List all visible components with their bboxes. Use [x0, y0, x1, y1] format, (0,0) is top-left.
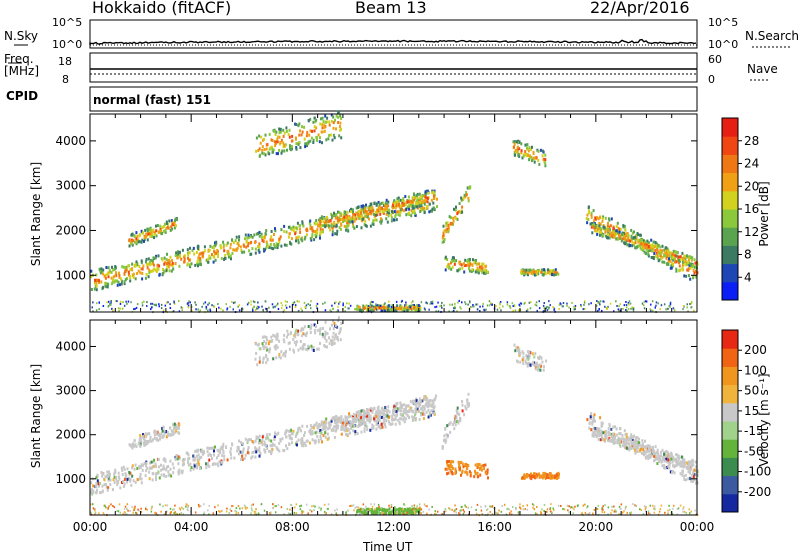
noise-panel-frame	[90, 20, 697, 48]
range-time-plot: 1000 2000 3000 4000 1000 2000 3000 4000 00:00 04:…	[0, 0, 800, 554]
velocity-colorbar-swatch	[722, 385, 738, 404]
velocity-ylabel: Slant Range [km]	[29, 364, 43, 468]
power-colorbar-swatch	[722, 173, 738, 192]
xtick-label: 00:00	[680, 520, 715, 534]
velocity-colorbar-tick-label: 200	[744, 343, 767, 357]
velocity-colorbar-swatch	[722, 457, 738, 476]
vel-ytick-label: 2000	[55, 428, 86, 442]
velocity-colorbar-swatch	[722, 366, 738, 385]
velocity-colorbar-swatch	[722, 330, 738, 349]
velocity-echoes	[90, 316, 699, 516]
power-colorbar-swatch	[722, 191, 738, 210]
power-echoes	[90, 110, 699, 313]
velocity-colorbar-swatch	[722, 421, 738, 440]
power-colorbar-tick-label: 8	[744, 248, 752, 262]
freq-panel-frame	[90, 53, 697, 82]
cpid-panel-frame	[90, 87, 697, 111]
power-colorbar-tick-label: 28	[744, 134, 759, 148]
xtick-label: 12:00	[376, 520, 411, 534]
power-colorbar-swatch	[722, 264, 738, 283]
xtick-label: 08:00	[275, 520, 310, 534]
power-colorbar-tick-label: 4	[744, 270, 752, 284]
velocity-colorbar-tick-label: -200	[744, 485, 771, 499]
power-colorbar-swatch	[722, 245, 738, 264]
velocity-colorbar-swatch	[722, 494, 738, 513]
power-colorbar-label: Power [dB]	[757, 181, 771, 246]
velocity-colorbar-swatch	[722, 403, 738, 422]
velocity-colorbar-swatch	[722, 348, 738, 367]
xtick-label: 00:00	[73, 520, 108, 534]
vel-ytick-label: 3000	[55, 384, 86, 398]
power-ytick-label: 2000	[55, 223, 86, 237]
power-colorbar-swatch	[722, 282, 738, 301]
power-ytick-label: 4000	[55, 134, 86, 148]
power-ytick-label: 1000	[55, 268, 86, 282]
xlabel: Time UT	[363, 540, 412, 554]
velocity-colorbar-swatch	[722, 476, 738, 495]
xtick-label: 20:00	[579, 520, 614, 534]
power-colorbar-swatch	[722, 136, 738, 155]
vel-ytick-label: 4000	[55, 339, 86, 353]
power-ylabel: Slant Range [km]	[29, 162, 43, 266]
vel-frame	[90, 320, 697, 515]
xtick-label: 16:00	[477, 520, 512, 534]
vel-ytick-label: 1000	[55, 472, 86, 486]
velocity-colorbar-tick-label: -100	[744, 465, 771, 479]
power-colorbar-swatch	[722, 209, 738, 228]
velocity-colorbar-label: Velocity [m s⁻¹]	[757, 373, 771, 466]
power-colorbar-swatch	[722, 118, 738, 137]
velocity-colorbar-swatch	[722, 439, 738, 458]
noise-sky-trace	[90, 40, 696, 45]
power-colorbar-swatch	[722, 227, 738, 246]
power-colorbar-swatch	[722, 154, 738, 173]
power-colorbar-tick-label: 24	[744, 157, 759, 171]
power-ytick-label: 3000	[55, 179, 86, 193]
xtick-label: 04:00	[174, 520, 209, 534]
